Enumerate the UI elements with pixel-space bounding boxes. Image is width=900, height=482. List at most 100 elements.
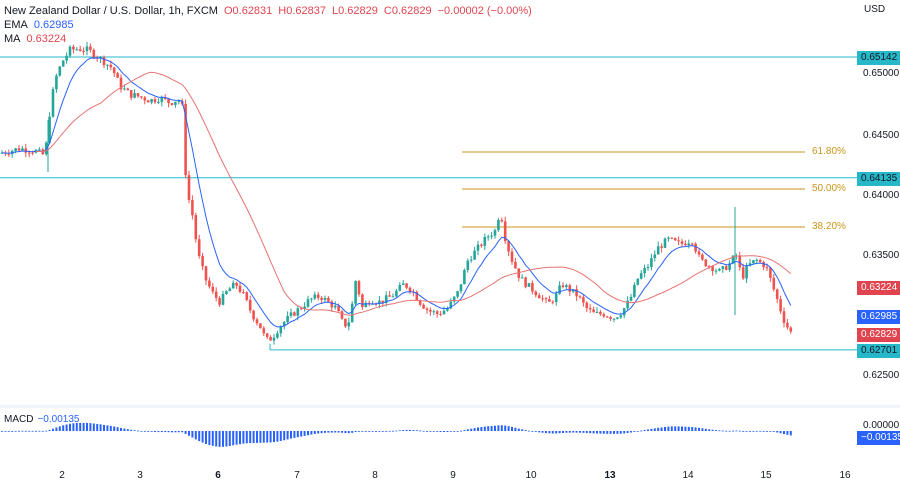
candle-body: [721, 266, 725, 269]
macd-axis-zero: 0.00000: [863, 420, 900, 431]
candle-body: [262, 328, 266, 334]
time-axis-label: 15: [760, 470, 772, 481]
price-axis-label: 0.64500: [863, 130, 900, 141]
macd-histogram-bar: [184, 431, 187, 434]
macd-histogram-bar: [732, 430, 734, 432]
macd-histogram-bar: [443, 431, 445, 433]
candle-body: [609, 317, 612, 319]
candle-body: [344, 318, 347, 327]
macd-histogram-bar: [228, 431, 231, 447]
macd-histogram-bar: [541, 431, 544, 433]
time-axis-label: 8: [372, 470, 378, 481]
time-axis-label: 2: [59, 470, 65, 481]
macd-histogram-bar: [58, 426, 61, 431]
candle-body: [415, 291, 419, 301]
candle-body: [697, 251, 701, 255]
candle-body: [364, 302, 368, 308]
macd-histogram-bar: [514, 427, 517, 431]
candle-body: [388, 295, 391, 297]
candle-body: [483, 236, 487, 246]
candle-body: [531, 283, 534, 292]
macd-histogram-bar: [283, 431, 286, 441]
macd-histogram-bar: [89, 423, 92, 431]
macd-histogram-bar: [86, 422, 88, 431]
candle-body: [357, 281, 361, 295]
candle-body: [126, 88, 130, 91]
macd-histogram-bar: [256, 431, 258, 443]
candle-body: [459, 284, 463, 292]
macd-label[interactable]: MACD: [4, 414, 34, 425]
ma-label[interactable]: MA: [4, 33, 21, 45]
macd-histogram-bar: [194, 431, 197, 440]
candle-body: [354, 281, 357, 304]
macd-histogram-bar: [259, 431, 262, 443]
macd-histogram-bar: [167, 431, 170, 433]
candle-body: [119, 77, 123, 90]
currency-label[interactable]: USD: [864, 4, 886, 15]
candle-body: [782, 311, 786, 323]
candle-body: [252, 310, 255, 320]
macd-histogram-bar: [398, 430, 401, 432]
macd-histogram-bar: [524, 430, 527, 431]
candle-body: [432, 311, 436, 313]
macd-histogram-bar: [133, 430, 136, 432]
candle-body: [789, 327, 793, 332]
price-tag: 0.64135: [857, 172, 900, 186]
macd-histogram-bar: [296, 431, 299, 438]
candle-body: [313, 294, 317, 299]
macd-histogram-bar: [585, 431, 588, 434]
candle-body: [752, 260, 755, 264]
macd-histogram-bar: [28, 430, 31, 432]
candle-body: [272, 337, 276, 341]
fib-level-label: 38.20%: [812, 221, 846, 232]
candle-body: [140, 96, 143, 98]
candle-body: [259, 323, 262, 329]
macd-histogram-bar: [728, 430, 731, 432]
macd-histogram-bar: [419, 430, 422, 432]
candle-body: [327, 297, 330, 302]
time-axis-label: 3: [137, 470, 143, 481]
macd-histogram-bar: [772, 431, 775, 432]
macd-histogram-bar: [412, 429, 415, 431]
macd-histogram-bar: [534, 431, 537, 432]
candle-body: [163, 97, 167, 99]
candle-body: [286, 315, 289, 323]
candle-body: [592, 309, 595, 313]
symbol-title[interactable]: New Zealand Dollar / U.S. Dollar, 1h, FX…: [4, 5, 218, 17]
candle-body: [643, 268, 646, 274]
candle-body: [442, 310, 446, 315]
macd-histogram-bar: [565, 431, 568, 433]
time-axis-label: 6: [215, 470, 221, 481]
candle-body: [361, 294, 364, 308]
candle-body: [633, 284, 636, 297]
macd-histogram-bar: [235, 431, 238, 445]
macd-histogram-bar: [409, 429, 411, 431]
candle-body: [310, 298, 313, 300]
fib-level-label: 61.80%: [812, 146, 846, 157]
candle-body: [184, 103, 187, 176]
candle-body: [724, 266, 728, 270]
price-tag: 0.63224: [857, 281, 900, 295]
macd-histogram-bar: [324, 431, 326, 433]
macd-histogram-bar: [742, 431, 745, 432]
ema-label[interactable]: EMA: [4, 19, 28, 31]
macd-histogram-bar: [368, 431, 371, 432]
macd-histogram-bar: [317, 431, 320, 434]
macd-histogram-bar: [137, 430, 139, 432]
macd-histogram-bar: [354, 431, 357, 432]
candle-body: [289, 312, 293, 316]
macd-histogram-bar: [35, 430, 37, 432]
macd-histogram-bar: [96, 423, 99, 431]
macd-histogram-bar: [766, 431, 768, 432]
macd-histogram-bar: [477, 427, 479, 431]
candle-body: [75, 49, 79, 51]
candle-body: [395, 290, 398, 297]
candle-body: [622, 308, 626, 316]
macd-histogram-bar: [395, 430, 398, 432]
macd-histogram-bar: [69, 423, 71, 431]
candle-body: [616, 317, 619, 319]
candle-body: [684, 243, 687, 246]
macd-histogram-bar: [531, 431, 534, 432]
candle-body: [425, 308, 429, 310]
